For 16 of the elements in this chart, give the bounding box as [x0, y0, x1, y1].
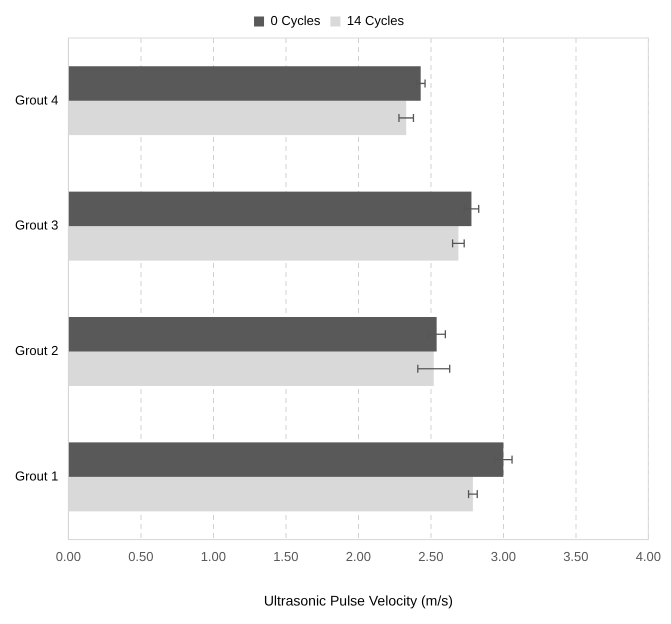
- x-tick-label: 0.50: [128, 548, 154, 564]
- x-tick-label: 2.00: [346, 548, 372, 564]
- y-tick-label: Grout 3: [14, 218, 58, 233]
- x-tick-label: 1.00: [200, 548, 226, 564]
- legend-label: 0 Cycles: [270, 13, 321, 28]
- x-axis-title: Ultrasonic Pulse Velocity (m/s): [264, 592, 453, 608]
- y-tick-label: Grout 4: [14, 92, 58, 108]
- x-tick-label: 3.00: [490, 548, 516, 564]
- x-tick-label: 2.50: [418, 548, 444, 564]
- y-tick-label: Grout 2: [14, 343, 58, 358]
- x-tick-label: 4.00: [636, 548, 662, 564]
- legend-label: 14 Cycles: [346, 13, 404, 28]
- x-tick-label: 0.00: [56, 548, 82, 564]
- y-tick-label: Grout 1: [14, 468, 58, 484]
- x-tick-label: 3.50: [563, 548, 589, 564]
- x-tick-label: 1.50: [273, 548, 299, 564]
